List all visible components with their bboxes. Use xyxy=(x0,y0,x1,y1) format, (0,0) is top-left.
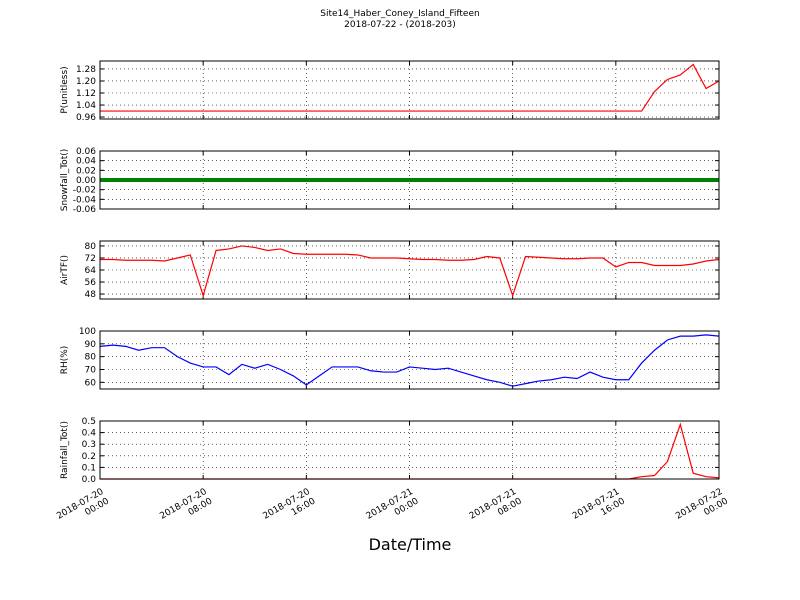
y-tick-label: 1.28 xyxy=(76,65,96,75)
y-tick-label: 0.04 xyxy=(76,157,96,167)
y-tick-label: 48 xyxy=(85,290,97,300)
y-tick-label: 60 xyxy=(85,378,97,388)
y-tick-label: 0.2 xyxy=(82,452,96,462)
data-line xyxy=(100,245,720,298)
x-axis-label: Date/Time xyxy=(369,535,452,554)
y-tick-label: 80 xyxy=(85,242,97,252)
y-axis-label: AirTF() xyxy=(60,255,70,285)
data-line xyxy=(100,63,720,112)
y-tick-label: 0.0 xyxy=(82,475,97,485)
y-tick-label: 0.4 xyxy=(82,429,97,439)
y-axis-label: P(unitless) xyxy=(60,66,70,113)
figure-title: Site14_Haber_Coney_Island_Fifteen xyxy=(320,9,479,19)
y-axis-label: Rainfall_Tot() xyxy=(60,421,70,479)
x-tick-label: 2018-07-2000:00 xyxy=(55,487,111,531)
y-tick-label: 0.5 xyxy=(82,417,96,427)
y-tick-label: 1.12 xyxy=(76,89,96,99)
plot-frame xyxy=(99,60,720,120)
y-tick-label: 1.20 xyxy=(76,77,96,87)
x-tick-label: 2018-07-2100:00 xyxy=(365,487,421,531)
plot-frame xyxy=(99,240,720,300)
y-tick-label: -0.02 xyxy=(73,186,96,196)
y-tick-label: -0.04 xyxy=(73,195,97,205)
y-tick-label: 100 xyxy=(79,327,96,337)
y-tick-label: 70 xyxy=(85,365,97,375)
y-tick-label: 0.02 xyxy=(76,166,96,176)
x-tick-label: 2018-07-2016:00 xyxy=(262,487,318,531)
figure-subtitle: 2018-07-22 - (2018-203) xyxy=(344,20,456,30)
y-tick-label: 90 xyxy=(85,340,97,350)
x-tick-label: 2018-07-2008:00 xyxy=(158,487,214,531)
y-tick-label: 0.1 xyxy=(82,463,96,473)
x-tick-label: 2018-07-2116:00 xyxy=(571,487,627,531)
plot-frame xyxy=(99,420,720,480)
y-tick-label: 0.06 xyxy=(76,147,96,157)
y-tick-label: 0.00 xyxy=(76,176,96,186)
y-tick-label: 64 xyxy=(85,266,97,276)
y-axis-label: Snowfall_Tot() xyxy=(60,149,70,212)
data-line xyxy=(99,334,720,387)
y-tick-label: -0.06 xyxy=(73,205,97,215)
x-tick-label: 2018-07-2108:00 xyxy=(468,487,524,531)
y-tick-label: 56 xyxy=(85,278,97,288)
plot-frame xyxy=(99,330,720,390)
y-tick-label: 0.3 xyxy=(82,440,96,450)
y-tick-label: 0.96 xyxy=(76,113,96,123)
plot-frame xyxy=(99,150,720,210)
y-tick-label: 72 xyxy=(85,254,96,264)
x-tick-label: 2018-07-2200:00 xyxy=(674,487,730,531)
y-tick-label: 80 xyxy=(85,353,97,363)
y-tick-label: 1.04 xyxy=(76,101,96,111)
y-axis-label: RH(%) xyxy=(60,346,70,375)
